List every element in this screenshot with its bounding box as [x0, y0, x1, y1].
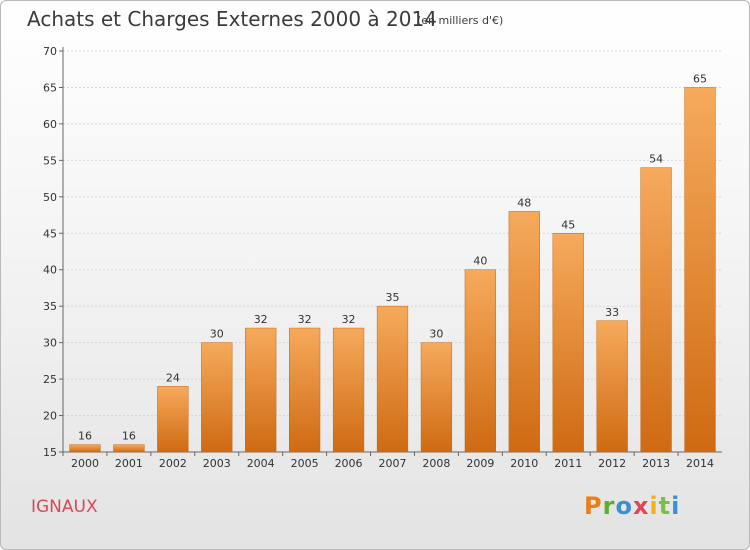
logo-letter: x: [632, 492, 650, 520]
bars: [69, 87, 716, 453]
bar-value-label: 32: [342, 313, 356, 326]
logo-letter: P: [584, 492, 603, 520]
bar: [420, 342, 453, 453]
bar: [684, 87, 716, 453]
bar-value-label: 65: [693, 72, 707, 85]
bar-value-label: 32: [298, 313, 312, 326]
bar: [464, 269, 496, 453]
y-tick-label: 25: [43, 373, 57, 386]
x-tick-label: 2009: [466, 457, 494, 470]
proxiti-logo[interactable]: Proxiti: [584, 492, 680, 520]
x-tick-label: 2013: [642, 457, 670, 470]
y-tick-label: 50: [43, 191, 57, 204]
chart-title: Achats et Charges Externes 2000 à 2014: [27, 7, 437, 31]
bar: [596, 320, 628, 453]
bar: [640, 167, 672, 453]
x-tick-label: 2003: [203, 457, 231, 470]
bar: [157, 386, 189, 453]
y-tick-label: 15: [43, 446, 57, 459]
y-tick-label: 30: [43, 337, 57, 350]
y-tick-label: 65: [43, 81, 57, 94]
bar: [201, 342, 233, 453]
x-tick-label: 2000: [71, 457, 99, 470]
y-tick-label: 70: [43, 45, 57, 58]
x-tick-label: 2012: [598, 457, 626, 470]
bar: [376, 305, 409, 453]
x-tick-label: 2008: [422, 457, 450, 470]
bar: [69, 444, 101, 453]
bar-value-label: 16: [78, 430, 92, 443]
bar-value-label: 40: [473, 255, 487, 268]
x-tick-label: 2010: [510, 457, 538, 470]
x-tick-label: 2014: [686, 457, 714, 470]
x-tick-label: 2011: [554, 457, 582, 470]
bar: [245, 327, 277, 453]
y-tick-label: 20: [43, 410, 57, 423]
logo-letter: o: [615, 492, 633, 520]
logo-letter: t: [658, 492, 672, 520]
y-tick-label: 35: [43, 300, 57, 313]
y-tick-label: 45: [43, 227, 57, 240]
bar: [508, 211, 540, 453]
bar-value-label: 30: [210, 328, 224, 341]
bar-value-label: 33: [605, 306, 619, 319]
x-tick-label: 2004: [247, 457, 275, 470]
logo-letter: i: [649, 492, 659, 520]
bar-value-label: 45: [561, 218, 575, 231]
y-tick-label: 40: [43, 264, 57, 277]
bar: [552, 233, 584, 453]
bar-value-label: 48: [517, 196, 531, 209]
x-tick-label: 2001: [115, 457, 143, 470]
y-tick-label: 60: [43, 118, 57, 131]
chart-subtitle: (en milliers d'€): [417, 14, 504, 27]
bar-value-label: 35: [386, 291, 400, 304]
bar-value-label: 30: [429, 328, 443, 341]
bar: [332, 327, 365, 453]
logo-letter: r: [602, 492, 616, 520]
bar: [289, 327, 321, 453]
logo-letter: i: [671, 492, 681, 520]
bar: [113, 444, 145, 453]
bar-value-label: 54: [649, 153, 663, 166]
x-tick-label: 2002: [159, 457, 187, 470]
x-tick-label: 2007: [379, 457, 407, 470]
value-labels: 16 16 24 30 32 32 32 35 30 40 48 45 33 54 65: [78, 72, 707, 442]
commune-name: IGNAUX: [31, 497, 98, 517]
bar-value-label: 24: [166, 371, 180, 384]
y-tick-label: 55: [43, 154, 57, 167]
bar-value-label: 16: [122, 430, 136, 443]
x-tick-label: 2006: [335, 457, 363, 470]
bar-value-label: 32: [254, 313, 268, 326]
x-tick-label: 2005: [291, 457, 319, 470]
